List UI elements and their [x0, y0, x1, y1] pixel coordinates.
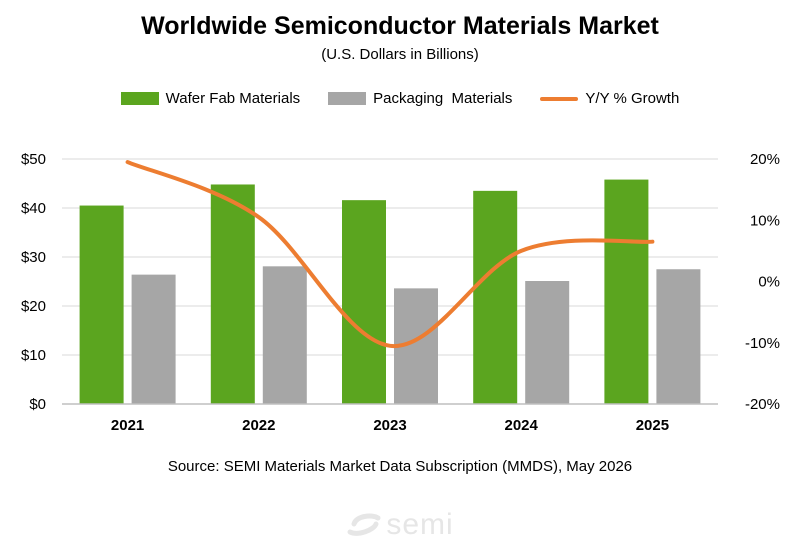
y-right-tick-label: -10% [745, 335, 780, 352]
bars [79, 179, 701, 404]
legend-label-packaging: Packaging Materials [373, 90, 513, 107]
bar-wafer-fab [604, 179, 649, 404]
bar-wafer-fab [210, 184, 255, 404]
bar-wafer-fab [473, 190, 518, 404]
semi-watermark: semi [0, 508, 800, 542]
bar-wafer-fab [342, 200, 386, 404]
bar-packaging [656, 269, 701, 404]
y-left-tick-label: $10 [21, 347, 46, 364]
y-left-tick-label: $30 [21, 249, 46, 266]
bar-packaging [525, 281, 570, 404]
x-tick-label: 2021 [111, 417, 144, 434]
growth-line [125, 160, 655, 348]
bar-packaging [262, 266, 307, 404]
x-tick-label: 2022 [242, 417, 275, 434]
y-right-tick-label: 0% [758, 274, 780, 291]
chart-title: Worldwide Semiconductor Materials Market [141, 12, 659, 40]
growth-line-layer [125, 160, 655, 348]
y-right-tick-label: -20% [745, 396, 780, 413]
legend-label-wafer: Wafer Fab Materials [165, 90, 301, 107]
legend-item-packaging: Packaging Materials [328, 90, 512, 107]
legend-swatch-growth [540, 96, 579, 101]
x-tick-label: 2025 [636, 417, 669, 434]
semi-logo-text: semi [386, 508, 454, 541]
bar-wafer-fab [79, 205, 124, 404]
bar-packaging [131, 274, 176, 404]
axes: $0 $10 $20 $30 $40 $50 -20% -10% 0% 10% 20% 2021 202… [21, 151, 780, 434]
legend-label-growth: Y/Y % Growth [585, 90, 680, 107]
legend-item-wafer: Wafer Fab Materials [120, 90, 301, 107]
semi-logo-icon [347, 513, 381, 536]
y-left-tick-label: $0 [29, 396, 46, 413]
y-right-tick-label: 10% [750, 212, 780, 229]
chart-legend: Wafer Fab Materials Packaging Materials … [0, 90, 800, 107]
y-right-tick-label: 20% [750, 151, 780, 168]
y-left-tick-label: $20 [21, 298, 46, 315]
y-left-tick-label: $50 [21, 151, 46, 168]
source-note: Source: SEMI Materials Market Data Subsc… [167, 458, 633, 475]
chart-subtitle: (U.S. Dollars in Billions) [321, 46, 479, 63]
legend-swatch-packaging [328, 92, 367, 105]
legend-item-growth: Y/Y % Growth [540, 90, 679, 107]
legend-swatch-wafer [120, 92, 159, 105]
y-left-tick-label: $40 [21, 200, 46, 217]
x-tick-label: 2023 [373, 417, 406, 434]
x-tick-label: 2024 [505, 417, 539, 434]
